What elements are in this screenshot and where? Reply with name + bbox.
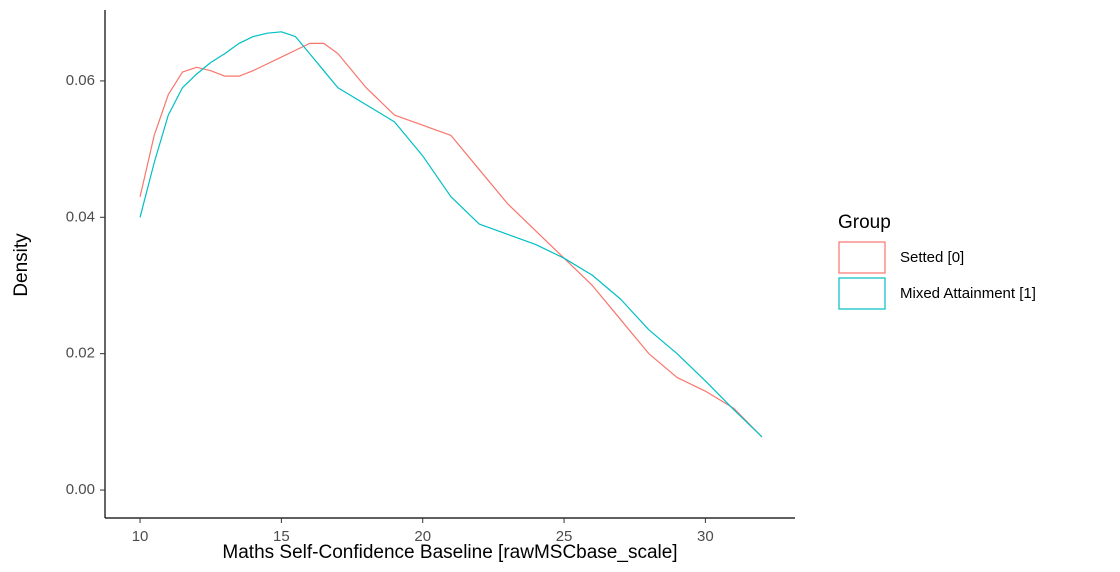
y-tick-label: 0.02 bbox=[66, 345, 95, 362]
x-tick-label: 10 bbox=[132, 528, 149, 545]
x-tick-label: 20 bbox=[414, 528, 431, 545]
density-line bbox=[139, 42, 763, 438]
legend-label: Mixed Attainment [1] bbox=[900, 285, 1036, 302]
legend-key bbox=[838, 241, 886, 274]
legend-label: Setted [0] bbox=[900, 249, 964, 266]
x-axis-title: Maths Self-Confidence Baseline [rawMSCba… bbox=[222, 542, 677, 563]
y-axis-title: Density bbox=[11, 233, 32, 297]
legend-key bbox=[838, 277, 886, 310]
y-tick-label: 0.00 bbox=[66, 481, 95, 498]
y-tick-label: 0.04 bbox=[66, 208, 95, 225]
x-tick-label: 25 bbox=[556, 528, 573, 545]
legend-title: Group bbox=[838, 212, 891, 233]
x-tick-label: 15 bbox=[273, 528, 290, 545]
density-line bbox=[139, 31, 763, 438]
y-tick-label: 0.06 bbox=[66, 72, 95, 89]
x-tick-label: 30 bbox=[697, 528, 714, 545]
